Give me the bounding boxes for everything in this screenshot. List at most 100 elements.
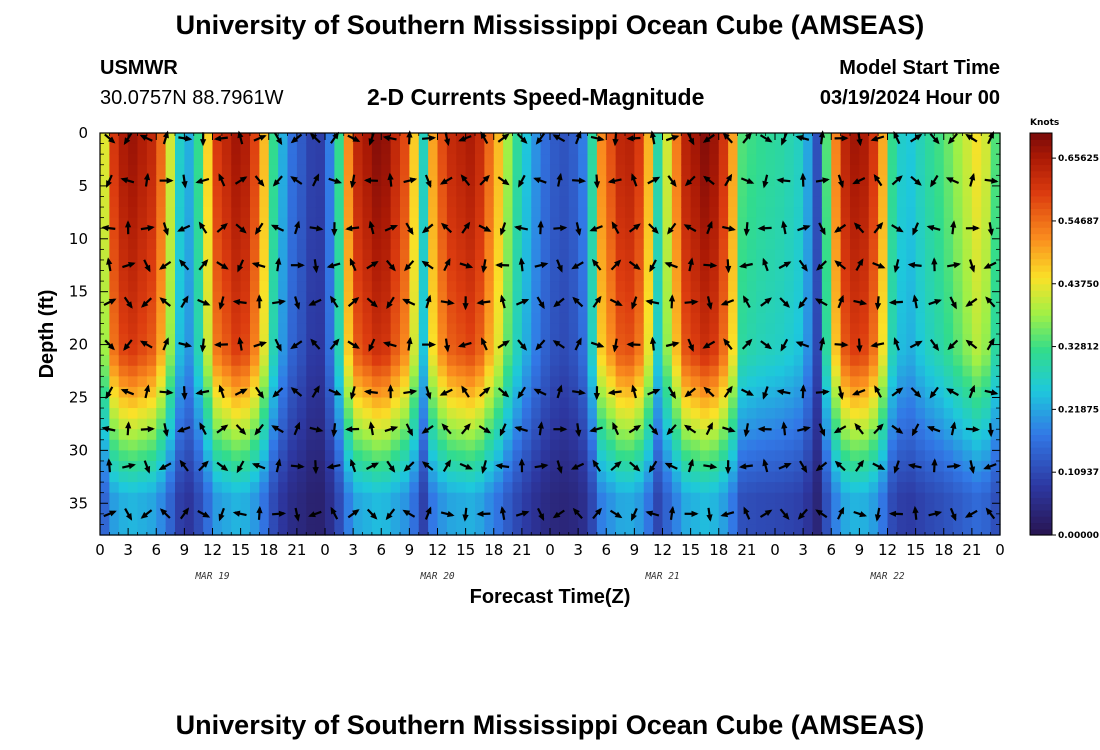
heatmap-cell	[653, 270, 664, 282]
heatmap-cell	[868, 418, 879, 430]
heatmap-cell	[653, 408, 664, 420]
heatmap-cell	[812, 291, 823, 303]
arrow-head	[139, 340, 148, 347]
heatmap-cell	[896, 164, 907, 176]
heatmap-cell	[943, 143, 954, 155]
heatmap-cell	[193, 471, 204, 483]
heatmap-cell	[671, 386, 682, 399]
heatmap-cell	[728, 238, 739, 250]
heatmap-cell	[728, 249, 739, 261]
heatmap-cell	[840, 397, 851, 409]
heatmap-cell	[728, 429, 739, 441]
heatmap-cell	[868, 228, 879, 240]
heatmap-cell	[137, 259, 148, 272]
heatmap-cell	[109, 196, 120, 208]
heatmap-cell	[100, 334, 110, 346]
heatmap-cell	[493, 291, 504, 303]
heatmap-cell	[212, 238, 223, 250]
heatmap-cell	[362, 471, 373, 483]
heatmap-cell	[315, 133, 326, 145]
heatmap-cell	[868, 408, 879, 420]
heatmap-cell	[521, 344, 532, 356]
heatmap-cell	[821, 228, 832, 240]
heatmap-cell	[278, 386, 289, 399]
heatmap-cell	[343, 429, 354, 441]
heatmap-cell	[428, 238, 439, 250]
heatmap-cell	[362, 291, 373, 303]
heatmap-cell	[925, 408, 935, 420]
heatmap-cell	[343, 471, 354, 483]
current-arrow	[366, 508, 378, 520]
heatmap-cell	[953, 503, 964, 515]
heatmap-cell	[943, 418, 954, 430]
heatmap-cell	[653, 397, 664, 409]
heatmap-cell	[343, 492, 354, 504]
heatmap-cell	[325, 291, 335, 303]
current-arrow	[199, 422, 207, 436]
heatmap-cell	[512, 185, 523, 198]
current-arrow	[537, 421, 544, 436]
heatmap-cell	[493, 376, 504, 388]
heatmap-cell	[634, 418, 645, 430]
heatmap-cell	[578, 471, 589, 483]
heatmap-cell	[793, 365, 804, 377]
heatmap-cell	[850, 154, 860, 166]
heatmap-cell	[184, 175, 195, 187]
heatmap-cell	[203, 334, 214, 346]
heatmap-cell	[887, 408, 898, 420]
heatmap-cell	[943, 196, 954, 208]
heatmap-cell	[250, 175, 260, 187]
heatmap-cell	[278, 429, 289, 441]
heatmap-cell	[250, 323, 260, 335]
heatmap-cell	[550, 281, 560, 293]
heatmap-cell	[587, 143, 598, 155]
heatmap-cell	[859, 408, 870, 420]
current-arrow	[218, 384, 225, 399]
heatmap-cell	[315, 185, 326, 198]
heatmap-cell	[268, 259, 279, 272]
heatmap-cell	[606, 259, 617, 272]
heatmap-cell	[184, 524, 195, 536]
heatmap-cell	[109, 281, 120, 293]
arrow-head	[688, 137, 695, 146]
heatmap-cell	[259, 281, 270, 293]
heatmap-cell	[259, 302, 270, 314]
current-arrow	[345, 426, 360, 433]
heatmap-cell	[878, 376, 889, 388]
heatmap-cell	[512, 164, 523, 176]
arrow-head	[326, 463, 335, 470]
heatmap-cell	[146, 376, 157, 388]
heatmap-cell	[775, 439, 785, 451]
heatmap-cell	[165, 482, 176, 494]
heatmap-cell	[718, 175, 729, 187]
heatmap-cell	[212, 249, 223, 261]
arrow-head	[144, 465, 151, 474]
heatmap-cell	[634, 196, 645, 208]
heatmap-cell	[925, 270, 935, 282]
heatmap-cell	[728, 143, 739, 155]
heatmap-cell	[278, 249, 289, 261]
heatmap-cell	[643, 249, 654, 261]
heatmap-cell	[418, 302, 429, 314]
heatmap-cell	[128, 249, 139, 261]
heatmap-cell	[887, 238, 898, 250]
heatmap-cell	[821, 249, 832, 261]
heatmap-cell	[906, 344, 917, 356]
arrow-head	[575, 337, 582, 346]
heatmap-cell	[700, 429, 710, 441]
heatmap-cell	[156, 355, 167, 367]
current-arrow	[837, 294, 844, 309]
heatmap-cell	[325, 302, 335, 314]
heatmap-cell	[418, 386, 429, 399]
heatmap-cell	[803, 439, 814, 451]
current-arrow	[237, 336, 244, 351]
heatmap-cell	[840, 143, 851, 155]
heatmap-cell	[212, 471, 223, 483]
heatmap-cell	[859, 133, 870, 145]
heatmap-cell	[934, 524, 945, 536]
arrow-head	[552, 134, 561, 141]
heatmap-cell	[418, 482, 429, 494]
heatmap-cell	[681, 217, 692, 229]
heatmap-cell	[578, 482, 589, 494]
heatmap-cell	[250, 344, 260, 356]
